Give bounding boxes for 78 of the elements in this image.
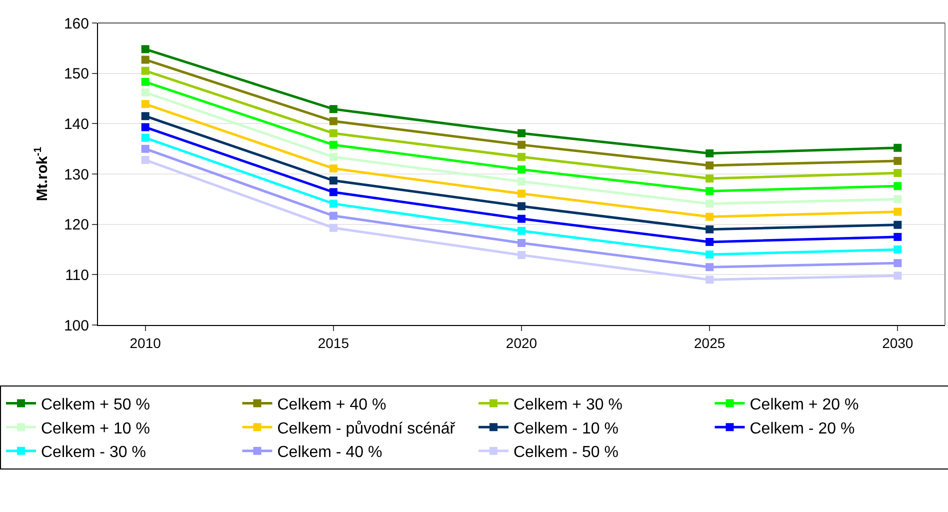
- point: [706, 187, 714, 196]
- point: [894, 208, 902, 216]
- point: [329, 176, 338, 185]
- point: [518, 140, 526, 149]
- point: [518, 214, 526, 223]
- point: [518, 165, 526, 174]
- point: [329, 152, 338, 161]
- point: [706, 238, 714, 246]
- point: [141, 66, 150, 75]
- point: [894, 182, 902, 190]
- point: [518, 238, 526, 247]
- x-tick-label: 2020: [506, 334, 538, 351]
- point: [894, 220, 902, 229]
- point: [894, 144, 902, 152]
- point: [329, 117, 338, 126]
- point: [329, 105, 338, 114]
- point: [706, 263, 714, 272]
- point: [518, 226, 526, 235]
- point: [329, 224, 338, 232]
- point: [141, 45, 150, 54]
- y-tick-label: 140: [64, 116, 89, 133]
- point: [706, 276, 714, 284]
- point: [518, 251, 526, 260]
- point: [141, 144, 150, 153]
- legend-label: Celkem - 20 %: [750, 420, 855, 438]
- point: [141, 78, 150, 86]
- legend-label: Celkem + 50 %: [41, 396, 150, 414]
- point: [141, 123, 150, 132]
- legend-label: Celkem + 40 %: [277, 396, 386, 414]
- y-tick-label: 110: [65, 266, 89, 284]
- point: [706, 174, 714, 183]
- point: [141, 112, 150, 120]
- point: [329, 200, 338, 208]
- y-tick-label: 150: [64, 66, 89, 83]
- point: [706, 212, 714, 221]
- x-tick-label: 2015: [318, 334, 350, 351]
- point: [706, 149, 714, 158]
- point: [706, 161, 714, 170]
- point: [518, 202, 526, 210]
- point: [894, 156, 902, 165]
- legend-label: Celkem - 10 %: [514, 420, 618, 438]
- point: [894, 259, 902, 268]
- legend-label: Celkem - 40 %: [277, 444, 382, 462]
- legend-label: Celkem - původní scénář: [277, 420, 456, 438]
- point: [329, 164, 338, 172]
- legend-label: Celkem - 50 %: [514, 444, 618, 462]
- point: [894, 195, 902, 204]
- y-tick-label: 160: [64, 15, 89, 32]
- point: [141, 134, 150, 142]
- point: [894, 232, 902, 241]
- point: [141, 100, 150, 108]
- legend-label: Celkem + 30 %: [514, 396, 622, 414]
- point: [518, 129, 526, 138]
- point: [894, 272, 902, 280]
- point: [329, 129, 338, 138]
- legend-label: Celkem + 10 %: [41, 420, 150, 438]
- point: [329, 212, 338, 220]
- x-tick-label: 2010: [130, 334, 162, 351]
- y-tick-label: 100: [64, 317, 89, 334]
- point: [706, 200, 714, 208]
- point: [141, 88, 150, 96]
- y-tick-label: 130: [64, 166, 89, 184]
- point: [329, 188, 338, 196]
- point: [706, 250, 714, 259]
- point: [518, 190, 526, 198]
- point: [518, 152, 526, 161]
- point: [706, 225, 714, 234]
- legend-label: Celkem + 20 %: [750, 396, 859, 414]
- point: [894, 246, 902, 254]
- point: [141, 156, 150, 164]
- point: [894, 168, 902, 177]
- y-tick-label: 120: [64, 216, 89, 234]
- point: [141, 56, 150, 64]
- point: [518, 178, 526, 186]
- legend-label: Celkem - 30 %: [41, 444, 146, 462]
- x-tick-label: 2030: [882, 334, 914, 351]
- point: [329, 140, 338, 149]
- x-tick-label: 2025: [694, 334, 726, 351]
